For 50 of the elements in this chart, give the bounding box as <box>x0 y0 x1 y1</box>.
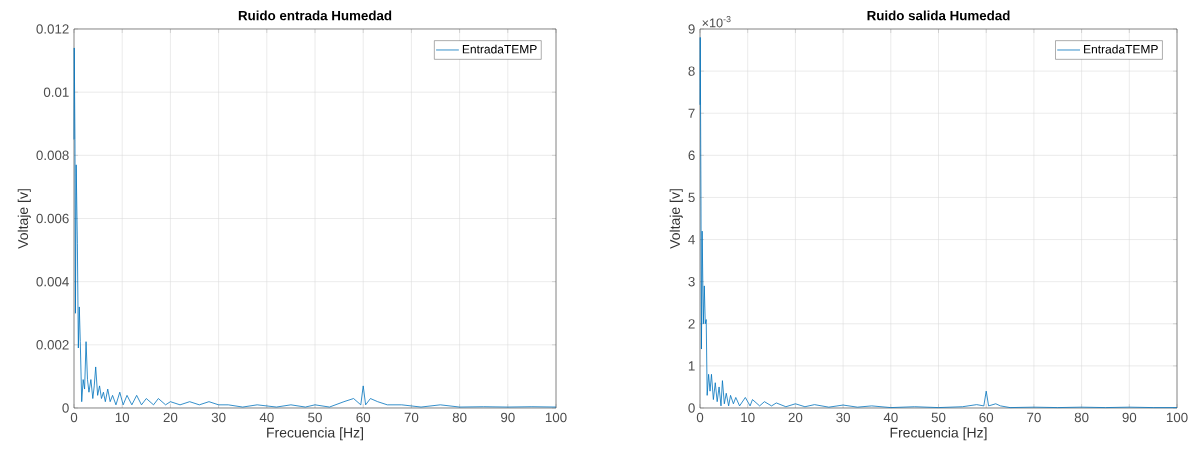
x-tick-label: 80 <box>1074 412 1089 423</box>
y-tick-label: 1 <box>688 361 695 371</box>
y-tick-label: 0 <box>62 403 69 413</box>
x-tick-label: 10 <box>741 412 755 423</box>
x-axis-title: Frecuencia [Hz] <box>267 427 363 441</box>
y-tick-label: 2 <box>688 319 695 329</box>
y-tick-label: 0.012 <box>36 24 69 34</box>
x-tick-label: 30 <box>211 412 226 423</box>
chart-title: Ruido entrada Humedad <box>238 10 392 21</box>
y-axis-title: Voltaje [v] <box>669 189 683 249</box>
x-tick-label: 20 <box>788 412 803 423</box>
x-tick-label: 90 <box>1122 412 1137 423</box>
y-axis-title: Voltaje [v] <box>17 189 31 249</box>
line-series <box>73 47 557 408</box>
x-tick-label: 70 <box>404 412 419 423</box>
x-tick-label: 50 <box>931 412 946 423</box>
x-tick-label: 0 <box>70 412 78 423</box>
y-tick-label: 0.01 <box>43 87 69 97</box>
y-tick-label: 6 <box>688 150 695 161</box>
y-tick-label: 0.004 <box>36 276 69 287</box>
y-tick-label: 0.002 <box>36 340 69 350</box>
x-tick-label: 40 <box>883 412 898 423</box>
x-tick-label: 20 <box>163 412 178 423</box>
y-tick-label: 4 <box>688 234 695 245</box>
x-tick-label: 40 <box>259 412 274 423</box>
x-tick-label: 90 <box>501 412 515 423</box>
y-tick-label: 0 <box>688 403 695 413</box>
x-tick-label: 50 <box>308 412 322 423</box>
y-tick-label: 9 <box>688 24 695 34</box>
x-tick-label: 80 <box>452 412 467 423</box>
y-tick-label: 8 <box>688 66 695 76</box>
x-tick-label: 0 <box>696 412 704 423</box>
y-tick-label: 7 <box>688 108 695 118</box>
x-tick-label: 60 <box>356 412 371 423</box>
y-tick-label: 3 <box>688 276 695 287</box>
x-tick-label: 70 <box>1027 412 1041 423</box>
text: ×10$^{-3}$ <box>702 16 731 28</box>
y-tick-label: 5 <box>688 192 695 203</box>
x-tick-label: 30 <box>836 412 851 423</box>
legend-label: EntradaTEMP <box>1084 44 1158 54</box>
y-tick-label: 0.008 <box>36 150 69 161</box>
x-tick-label: 100 <box>1166 412 1188 423</box>
x-tick-label: 10 <box>115 412 130 423</box>
line-series <box>699 37 1178 408</box>
y-tick-label: 0.006 <box>36 213 69 224</box>
x-axis-title: Frecuencia [Hz] <box>890 427 987 441</box>
x-tick-label: 60 <box>979 412 994 423</box>
x-tick-label: 100 <box>545 412 567 423</box>
legend-label: EntradaTEMP <box>462 44 537 54</box>
chart-title: Ruido salida Humedad <box>867 10 1010 21</box>
